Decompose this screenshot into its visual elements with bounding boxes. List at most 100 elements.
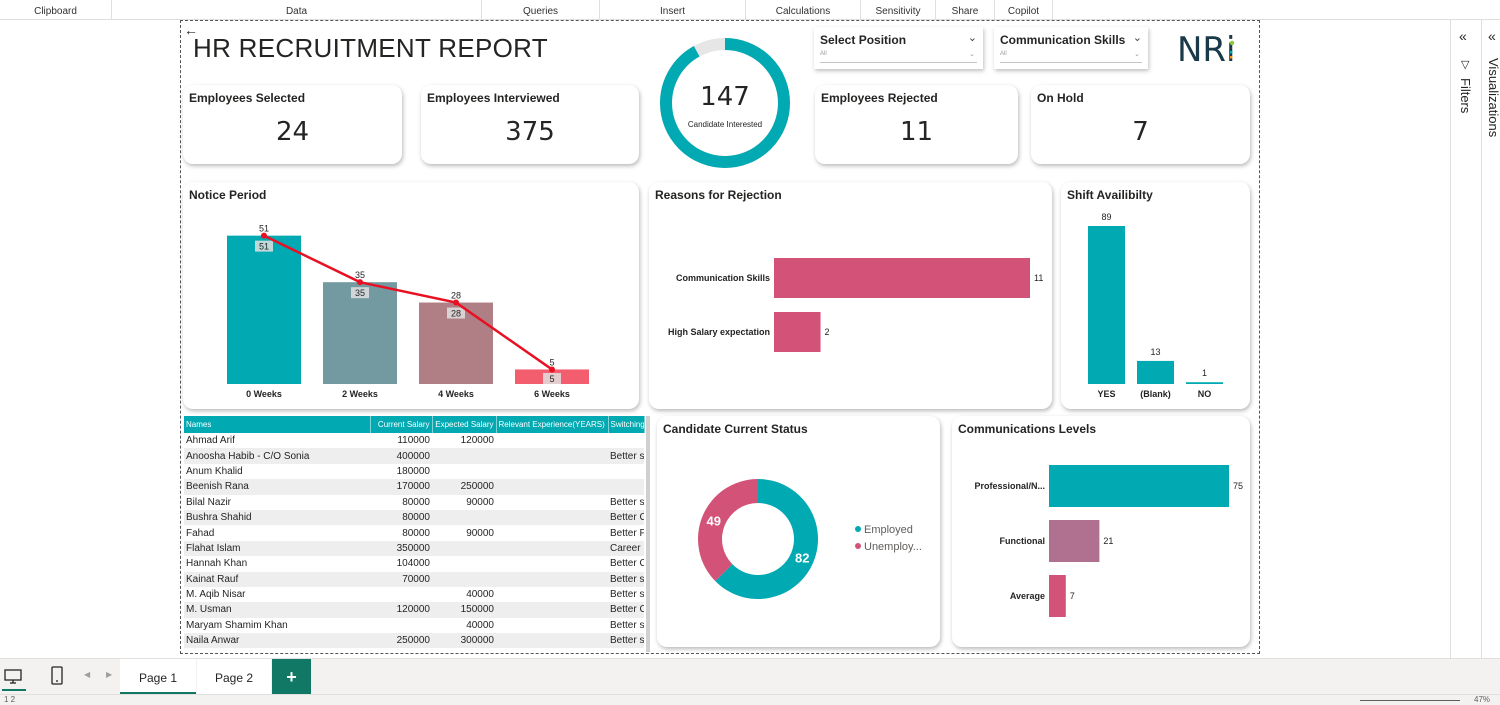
bar[interactable] (323, 282, 397, 384)
add-page-button[interactable]: + (272, 659, 311, 695)
report-page: ← HR RECRUITMENT REPORT 147 Candidate In… (180, 20, 1260, 654)
table-row[interactable]: Bushra Shahid 80000 Better C (184, 509, 644, 526)
ribbon-group-calculations[interactable]: Calculations (746, 0, 861, 20)
bar[interactable] (1137, 360, 1174, 384)
ribbon-group-share[interactable]: Share (936, 0, 995, 20)
slicer-select-position[interactable]: Select Position ⌄ All ⌄ (814, 27, 983, 69)
bar[interactable] (1088, 226, 1125, 384)
table-column-header[interactable]: Expected Salary (432, 416, 497, 433)
table-cell: Better s (610, 496, 644, 508)
tab-page-2[interactable]: Page 2 (197, 659, 271, 695)
legend-label[interactable]: Unemploy... (864, 541, 922, 553)
trend-point[interactable] (549, 366, 555, 373)
collapse-icon[interactable]: « (1488, 28, 1496, 44)
table-row[interactable]: Ahmad Arif 110000 120000 (184, 433, 644, 448)
table-row[interactable]: Kainat Rauf 70000 Better s (184, 571, 644, 587)
collapse-icon[interactable]: « (1459, 28, 1467, 44)
table-column-header[interactable]: Current Salary (370, 416, 433, 433)
table-cell: Anoosha Habib - C/O Sonia (184, 448, 370, 464)
table-cell: 110000 (397, 435, 430, 447)
table-row[interactable]: Naila Anwar 250000 300000 Better s (184, 633, 644, 649)
candidate-status-card[interactable]: Candidate Current Status 82 49 Employed Une… (657, 416, 940, 647)
communication-levels-chart[interactable]: Professional/N... 75 Functional 21 Average 7 (952, 416, 1250, 647)
chevron-down-icon[interactable]: ⌄ (1132, 32, 1142, 44)
desktop-view-icon[interactable] (4, 667, 24, 692)
table-row[interactable]: Flahat Islam 350000 Career (184, 540, 644, 557)
notice-period-card[interactable]: Notice Period 51 51 0 Weeks 35 35 2 Weeks 28 28… (183, 182, 639, 409)
mobile-view-icon[interactable] (50, 666, 64, 691)
legend-marker (855, 543, 861, 549)
table-row[interactable]: Hannah Khan 104000 Better C (184, 556, 644, 571)
ribbon-group-data[interactable]: Data (112, 0, 482, 20)
kpi-on-hold[interactable]: On Hold 7 (1031, 85, 1250, 164)
back-arrow-icon[interactable]: ← (184, 22, 198, 38)
table-row[interactable]: Beenish Rana 170000 250000 (184, 479, 644, 495)
candidates-table[interactable]: Names Current Salary Expected Salary Releva… (184, 416, 650, 652)
shift-availability-chart[interactable]: 89 YES 13 (Blank) 1 NO (1061, 182, 1250, 409)
table-cell: Career (608, 540, 644, 557)
table-row[interactable]: Bilal Nazir 80000 90000 Better s (184, 495, 644, 510)
ribbon-group-insert[interactable]: Insert (600, 0, 746, 20)
bar[interactable] (774, 312, 821, 352)
visualizations-label[interactable]: Visualizations (1486, 58, 1500, 138)
logo-dot (1230, 56, 1233, 59)
ribbon-group-sensitivity[interactable]: Sensitivity (861, 0, 936, 20)
table-cell: 250000 (432, 479, 496, 495)
logo-text: NRi (1177, 30, 1236, 69)
notice-period-chart[interactable]: 51 51 0 Weeks 35 35 2 Weeks 28 28 4 Weeks 5 5 6 Wee… (183, 182, 639, 409)
table-row[interactable]: Anoosha Habib - C/O Sonia 400000 Better s (184, 448, 644, 464)
slicer-dropdown[interactable]: All ⌄ (820, 51, 977, 63)
candidate-interested-gauge[interactable]: 147 Candidate Interested (657, 35, 793, 171)
table-row[interactable]: Maryam Shamim Khan 40000 Better s (184, 618, 644, 633)
kpi-employees-rejected[interactable]: Employees Rejected 11 (815, 85, 1018, 164)
bar[interactable] (1049, 465, 1229, 507)
table-cell: M. Aqib Nisar (186, 589, 246, 601)
chevron-left-icon[interactable]: ◀ (84, 670, 91, 679)
table-column-header[interactable]: Names (184, 416, 371, 433)
table-row[interactable]: M. Usman 120000 150000 Better C (184, 602, 644, 618)
tab-page-1[interactable]: Page 1 (120, 659, 196, 695)
ribbon-group-copilot[interactable]: Copilot (995, 0, 1053, 20)
reasons-rejection-chart[interactable]: Communication Skills 11 High Salary expect… (649, 182, 1052, 409)
communication-levels-card[interactable]: Communications Levels Professional/N... 7… (952, 416, 1250, 647)
zoom-slider[interactable] (1360, 700, 1460, 701)
trend-line[interactable] (263, 234, 553, 371)
slicer-dropdown[interactable]: All ⌄ (1000, 51, 1142, 63)
legend-label[interactable]: Employed (864, 524, 913, 536)
trend-point[interactable] (357, 279, 363, 286)
kpi-employees-interviewed[interactable]: Employees Interviewed 375 (421, 85, 639, 164)
shift-availability-card[interactable]: Shift Availibilty 89 YES 13 (Blank) 1 NO (1061, 182, 1250, 409)
bar[interactable] (227, 235, 301, 384)
chart-title: Communications Levels (958, 422, 1097, 436)
bar[interactable] (1049, 520, 1100, 562)
ribbon-group-queries[interactable]: Queries (482, 0, 600, 20)
trend-point[interactable] (261, 232, 267, 239)
bar[interactable] (1049, 575, 1066, 617)
table-row[interactable]: Anum Khalid 180000 (184, 464, 644, 479)
filters-pane[interactable]: « ▽ Filters (1450, 20, 1480, 658)
table-cell: 40000 (466, 619, 494, 631)
slicer-communication-skills[interactable]: Communication Skills ⌄ All ⌄ (994, 27, 1148, 69)
filters-label[interactable]: Filters (1458, 78, 1473, 114)
table-column-header[interactable]: Relevant Experience(YEARS) (496, 416, 609, 433)
table-cell: 350000 (370, 540, 432, 557)
visualizations-pane[interactable]: « Visualizations (1481, 20, 1500, 658)
chevron-right-icon[interactable]: ▶ (106, 670, 113, 679)
ribbon-group-clipboard[interactable]: Clipboard (0, 0, 112, 20)
table-cell: 80000 (402, 527, 430, 539)
candidate-status-chart[interactable]: 82 49 Employed Unemploy... (657, 416, 940, 647)
donut-slice[interactable] (715, 479, 818, 599)
table-row[interactable]: Fahad 80000 90000 Better F (184, 525, 644, 540)
bar[interactable] (774, 258, 1030, 298)
donut-slice[interactable] (698, 479, 758, 582)
zoom-level[interactable]: 47% (1474, 695, 1491, 704)
reasons-rejection-card[interactable]: Reasons for Rejection Communication Skil… (649, 182, 1052, 409)
bar[interactable] (1186, 382, 1223, 384)
kpi-employees-selected[interactable]: Employees Selected 24 (183, 85, 402, 164)
chevron-down-icon[interactable]: ⌄ (967, 32, 977, 44)
table-row[interactable]: M. Aqib Nisar 40000 Better s (184, 587, 644, 602)
table-cell (432, 571, 496, 587)
trend-point[interactable] (453, 299, 459, 306)
table-column-header[interactable]: Switching (608, 416, 645, 433)
slicer-value: All (820, 51, 827, 57)
